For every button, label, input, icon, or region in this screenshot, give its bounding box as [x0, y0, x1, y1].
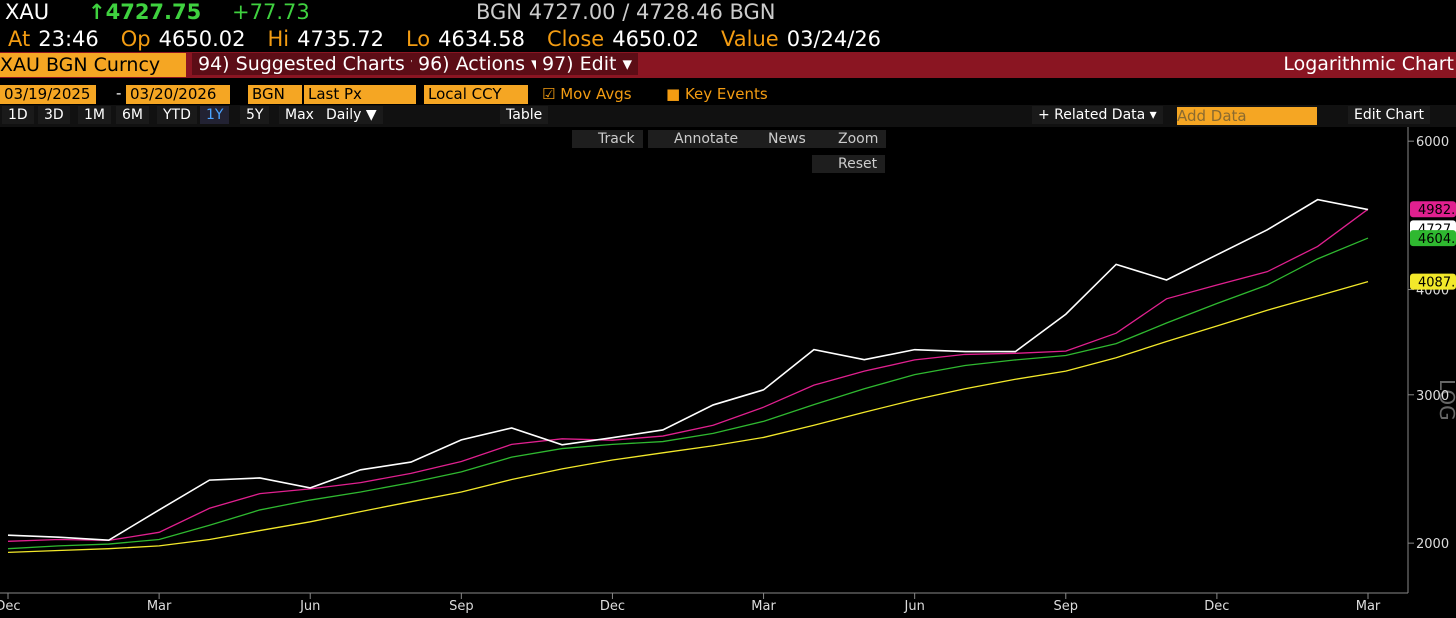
stat-label: Value	[721, 27, 779, 51]
stat-label: Hi	[267, 27, 290, 51]
mov-avgs-label: Mov Avgs	[560, 85, 632, 103]
x-tick-label: Mar	[1356, 599, 1381, 614]
stat-value: 4650.02	[612, 27, 700, 51]
price-tag-label: 4982.	[1418, 203, 1455, 218]
stat-value: 4634.58	[438, 27, 525, 51]
menu-item[interactable]: 96) Actions ▾	[412, 53, 547, 75]
period[interactable]: 1Y	[200, 106, 230, 124]
x-tick-label: Sep	[449, 599, 474, 614]
add-data[interactable]: Add Data	[1177, 107, 1317, 125]
chart-tool[interactable]: News	[742, 130, 814, 148]
series-line	[7, 281, 1369, 554]
end-date[interactable]: 03/20/2026	[126, 85, 230, 104]
y-tick-label: 2000	[1416, 537, 1449, 552]
period[interactable]: Max	[279, 106, 320, 124]
stat-value: 03/24/26	[786, 27, 882, 51]
change: +77.73	[232, 0, 310, 24]
key-events[interactable]: ■ Key Events	[666, 85, 768, 103]
period[interactable]: 1M	[78, 106, 111, 124]
y-tick-label: 6000	[1416, 135, 1449, 150]
currency[interactable]: Local CCY	[424, 85, 528, 104]
chart-mode: Logarithmic Chart	[1283, 53, 1454, 75]
period[interactable]: 3D	[38, 106, 70, 124]
period[interactable]: YTD	[157, 106, 197, 124]
table[interactable]: Table	[500, 106, 549, 124]
price-tag-label: 4604.	[1418, 232, 1455, 247]
stat-label: At	[8, 27, 31, 51]
stat-label: Op	[120, 27, 151, 51]
chart-tool[interactable]: Reset	[812, 155, 886, 173]
menu-item[interactable]: 94) Suggested Charts ▾	[192, 53, 427, 75]
price-tag	[1410, 230, 1456, 247]
stat-label: Lo	[405, 27, 431, 51]
x-tick-label: Jun	[299, 599, 320, 614]
stat-value: 4735.72	[297, 27, 384, 51]
price-tag	[1410, 201, 1456, 218]
x-tick-label: Mar	[751, 599, 776, 614]
series-line	[7, 208, 1369, 542]
price-tag-label: 4087.	[1418, 276, 1455, 291]
stat-label: Close	[546, 27, 605, 51]
period[interactable]: 5Y	[240, 106, 270, 124]
frequency[interactable]: Daily ▼	[320, 106, 383, 124]
x-tick-label: Jun	[904, 599, 925, 614]
x-tick-label: Mar	[147, 599, 172, 614]
dash: -	[116, 84, 122, 102]
x-tick-label: Dec	[600, 599, 625, 614]
stats: At 23:46 Op 4650.02 Hi 4735.72 Lo 4634.58 Close 4…	[8, 27, 903, 51]
chart-tool[interactable]: Track	[572, 130, 643, 148]
stat-value: 4650.02	[158, 27, 246, 51]
x-tick-label: Dec	[0, 599, 21, 614]
source[interactable]: BGN	[248, 85, 302, 104]
mov-avgs[interactable]: ☑ Mov Avgs	[542, 85, 632, 103]
quote: BGN 4727.00 / 4728.46 BGN	[476, 0, 776, 24]
start-date[interactable]: 03/19/2025	[0, 85, 96, 104]
price-tag	[1410, 273, 1456, 290]
menu-item[interactable]: 97) Edit ▾	[536, 53, 638, 75]
key-events-label: Key Events	[684, 85, 768, 103]
period[interactable]: 1D	[2, 106, 34, 124]
edit-chart[interactable]: Edit Chart	[1348, 106, 1431, 124]
x-tick-label: Sep	[1054, 599, 1079, 614]
field[interactable]: Last Px	[304, 85, 416, 104]
stat-value: 23:46	[38, 27, 99, 51]
scale-label: LOG	[1435, 379, 1456, 421]
x-tick-label: Dec	[1204, 599, 1229, 614]
chart-tool[interactable]: Zoom	[812, 130, 887, 148]
series-line	[7, 198, 1369, 542]
y-tick-label: 3000	[1416, 389, 1449, 404]
security-field[interactable]: XAU BGN Curncy	[0, 53, 186, 77]
series-line	[7, 237, 1369, 550]
ticker: XAU	[5, 0, 50, 24]
period[interactable]: 6M	[116, 106, 149, 124]
chart-tool[interactable]: Annotate	[648, 130, 747, 148]
last-price: ↑4727.75	[88, 0, 202, 24]
related-data[interactable]: + Related Data ▾	[1032, 106, 1163, 124]
